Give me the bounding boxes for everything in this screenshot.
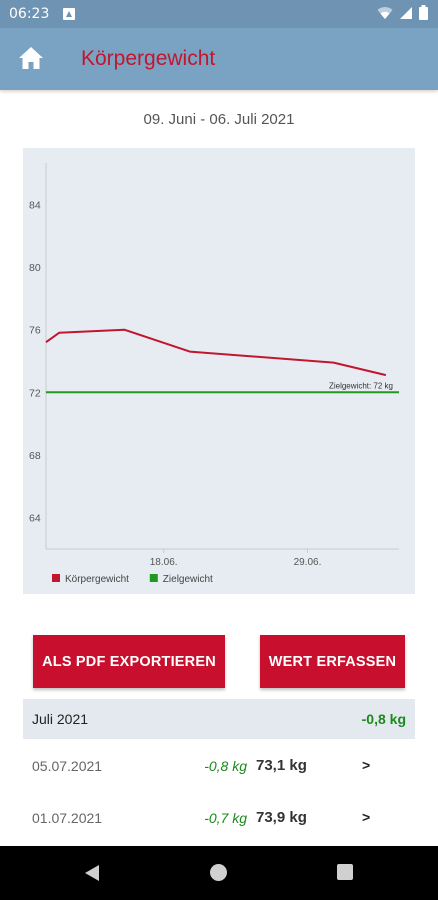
weight-chart: 64 68 72 76 80 84 18.06. 29.06. Zielgewicht: 72 … (23, 148, 415, 594)
legend-label: Körpergewicht (65, 574, 129, 585)
chevron-right-icon[interactable]: > (362, 809, 371, 825)
series-line-weight (45, 328, 387, 377)
page-title: Körpergewicht (81, 47, 216, 70)
add-value-button[interactable]: WERT ERFASSEN (260, 635, 405, 688)
home-nav-icon[interactable] (210, 864, 227, 881)
list-item[interactable]: 01.07.2021 -0,7 kg 73,9 kg > (23, 794, 415, 844)
legend-swatch (52, 574, 60, 582)
home-button[interactable] (18, 46, 46, 72)
chevron-right-icon[interactable]: > (362, 757, 371, 773)
entry-date: 05.07.2021 (32, 758, 103, 774)
date-range: 09. Juni - 06. Juli 2021 (143, 111, 295, 128)
list-item[interactable]: 05.07.2021 -0,8 kg 73,1 kg > (23, 742, 415, 792)
home-icon (19, 47, 43, 69)
entry-value: 73,9 kg (256, 809, 307, 826)
chart-svg: 64 68 72 76 80 84 18.06. 29.06. Zielgewicht: 72 … (29, 163, 399, 585)
status-time: 06:23 (9, 6, 50, 22)
back-icon[interactable] (84, 864, 100, 882)
system-nav-bar (0, 846, 438, 900)
entry-date: 01.07.2021 (32, 810, 103, 826)
month-label: Juli 2021 (32, 711, 89, 727)
legend-label: Zielgewicht (163, 574, 213, 585)
recent-apps-icon[interactable] (337, 864, 353, 880)
battery-icon (419, 5, 428, 20)
notification-icon (63, 8, 75, 20)
x-tick-label: 29.06. (294, 557, 322, 568)
export-pdf-button[interactable]: ALS PDF EXPORTIEREN (33, 635, 225, 688)
month-header: Juli 2021 -0,8 kg (23, 699, 415, 739)
x-tick-label: 18.06. (150, 557, 178, 568)
target-annotation: Zielgewicht: 72 kg (329, 381, 393, 390)
legend-swatch (149, 574, 158, 582)
wifi-icon (377, 6, 393, 19)
y-tick-label: 80 (29, 262, 41, 274)
entry-delta: -0,7 kg (204, 810, 247, 826)
app-bar: Körpergewicht (0, 28, 438, 90)
y-tick-label: 84 (29, 199, 41, 211)
status-bar: 06:23 (0, 0, 438, 28)
y-tick-label: 64 (29, 513, 41, 525)
month-delta: -0,8 kg (361, 711, 406, 727)
y-tick-label: 68 (29, 450, 41, 462)
status-icons (377, 5, 428, 20)
entry-delta: -0,8 kg (204, 758, 247, 774)
y-tick-label: 76 (29, 325, 41, 337)
signal-icon (400, 6, 412, 19)
entry-value: 73,1 kg (256, 757, 307, 774)
y-tick-label: 72 (29, 387, 41, 399)
